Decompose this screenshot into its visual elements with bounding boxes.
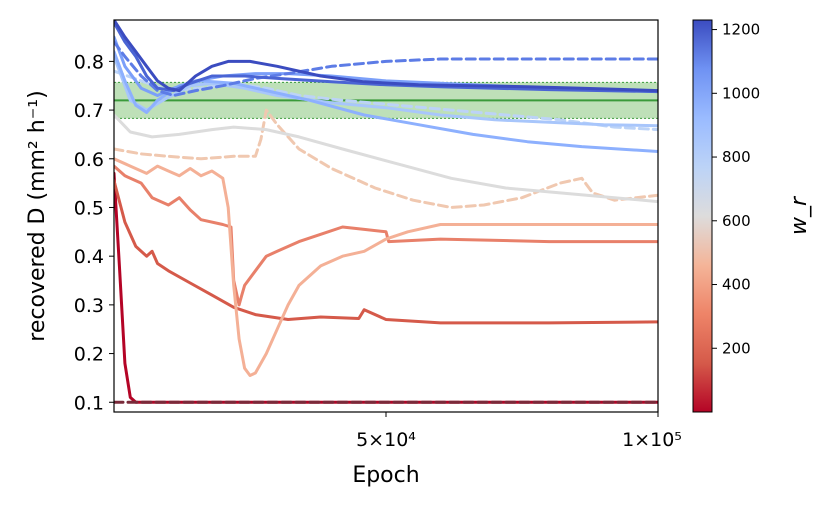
colorbar-tick-label: 600 — [722, 212, 751, 230]
series-line-0 — [114, 171, 658, 404]
x-axis-label: Epoch — [352, 463, 419, 488]
colorbar-label: w_r — [787, 195, 812, 235]
series-line-13 — [114, 20, 658, 93]
y-tick-label: 0.5 — [74, 197, 104, 219]
series-line-3 — [114, 164, 658, 307]
colorbar-tick-label: 1200 — [722, 21, 760, 39]
y-axis-label: recovered D (mm² h⁻¹) — [25, 90, 50, 341]
colorbar-tick-label: 200 — [722, 339, 751, 357]
y-tick-label: 0.7 — [74, 100, 104, 122]
series-line-6 — [114, 113, 658, 204]
series-line-12 — [114, 20, 658, 94]
x-tick-label: 1×10⁵ — [622, 429, 682, 451]
y-tick-label: 0.3 — [74, 295, 104, 317]
x-axis: 5×10⁴ 1×10⁵ — [356, 412, 682, 451]
series-line-4 — [114, 157, 658, 377]
series-line-2 — [114, 179, 658, 325]
y-tick-label: 0.2 — [74, 344, 104, 366]
y-axis-label-text: recovered D (mm² h⁻¹) — [25, 90, 50, 341]
colorbar-tick-label: 400 — [722, 276, 751, 294]
colorbar-gradient — [692, 19, 713, 413]
series-line-11 — [114, 40, 658, 97]
series-line-5 — [114, 108, 658, 209]
plot-area — [113, 19, 659, 413]
x-tick-label: 5×10⁴ — [356, 429, 416, 451]
y-tick-label: 0.6 — [74, 149, 104, 171]
y-tick-label: 0.4 — [74, 246, 104, 268]
colorbar-tick-label: 1000 — [722, 84, 760, 102]
y-axis: 0.1 0.2 0.3 0.4 0.5 0.6 0.7 0.8 — [74, 51, 114, 414]
y-tick-label: 0.1 — [74, 392, 104, 414]
colorbar-tick-label: 800 — [722, 148, 751, 166]
series-line-9 — [114, 50, 658, 153]
colorbar: 200 400 600 800 1000 1200 w_r — [692, 19, 812, 413]
y-tick-label: 0.8 — [74, 51, 104, 73]
